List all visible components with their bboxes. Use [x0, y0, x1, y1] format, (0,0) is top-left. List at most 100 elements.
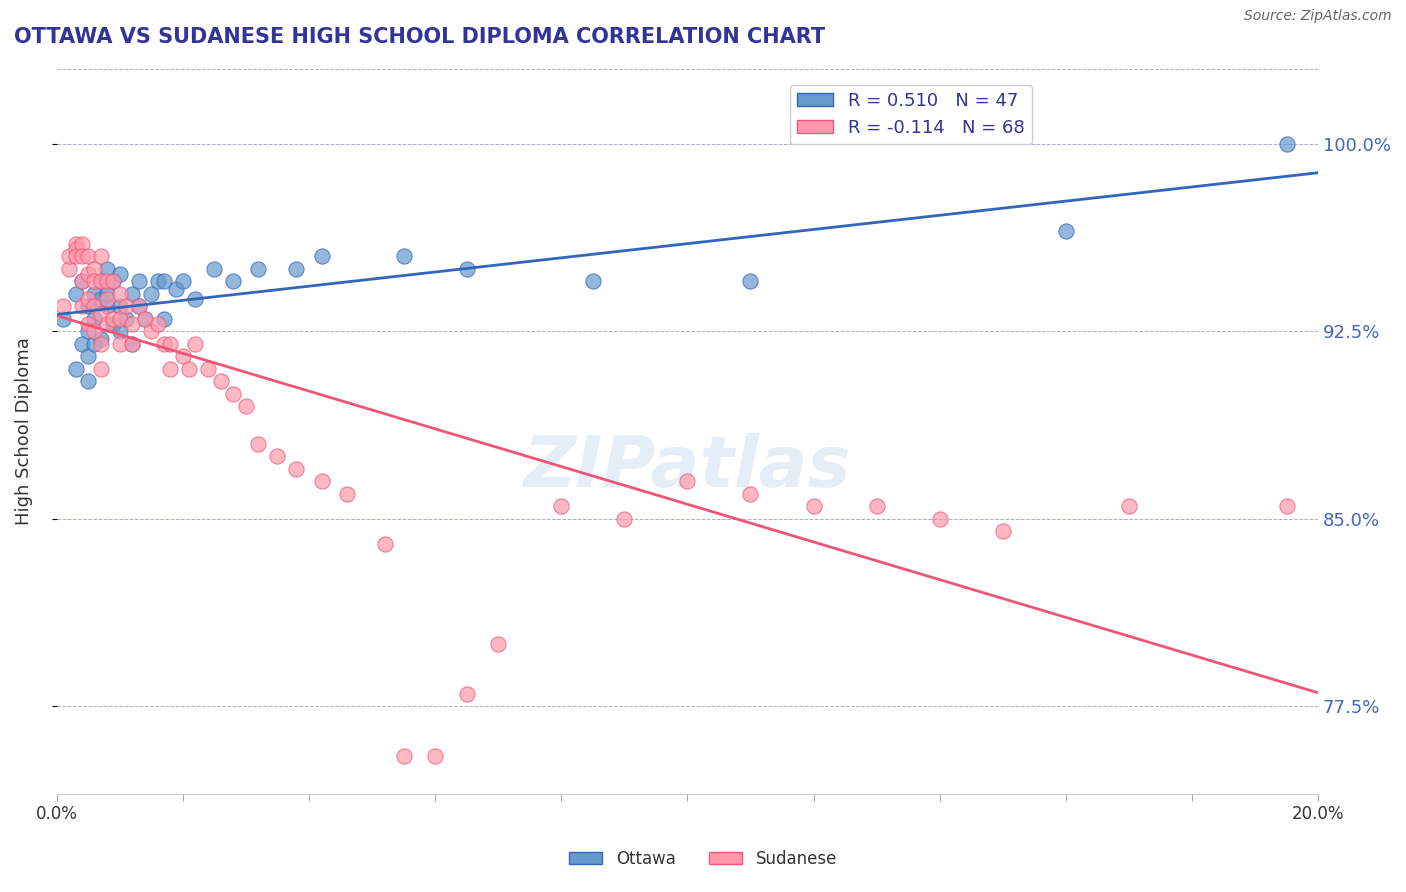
Point [582, 274, 605, 288]
Point [83, 324, 105, 338]
Point [96, 292, 118, 306]
Point [803, 499, 825, 513]
Point [676, 474, 699, 488]
Point [52, 311, 75, 326]
Point [740, 274, 762, 288]
Point [103, 317, 125, 331]
Point [77, 349, 100, 363]
Point [247, 261, 270, 276]
Point [202, 261, 225, 276]
Point [159, 361, 181, 376]
Point [108, 324, 131, 338]
Point [134, 311, 156, 326]
Point [121, 336, 143, 351]
Point [90, 307, 112, 321]
Point [77, 292, 100, 306]
Point [1275, 499, 1298, 513]
Point [65, 286, 87, 301]
Point [83, 261, 105, 276]
Point [77, 299, 100, 313]
Point [266, 449, 288, 463]
Point [65, 361, 87, 376]
Text: ZIPatlas: ZIPatlas [523, 433, 851, 502]
Point [222, 274, 245, 288]
Point [991, 524, 1014, 538]
Point [65, 249, 87, 263]
Point [108, 267, 131, 281]
Point [153, 336, 176, 351]
Point [166, 282, 188, 296]
Point [311, 249, 333, 263]
Point [103, 311, 125, 326]
Text: OTTAWA VS SUDANESE HIGH SCHOOL DIPLOMA CORRELATION CHART: OTTAWA VS SUDANESE HIGH SCHOOL DIPLOMA C… [14, 27, 825, 46]
Point [90, 332, 112, 346]
Point [83, 274, 105, 288]
Point [146, 274, 169, 288]
Point [115, 299, 138, 313]
Point [486, 637, 509, 651]
Point [70, 236, 93, 251]
Point [209, 374, 232, 388]
Point [108, 336, 131, 351]
Point [141, 286, 163, 301]
Point [172, 349, 194, 363]
Point [456, 261, 478, 276]
Point [128, 274, 150, 288]
Text: Source: ZipAtlas.com: Source: ZipAtlas.com [1244, 9, 1392, 23]
Point [121, 336, 143, 351]
Point [613, 511, 636, 525]
Point [90, 361, 112, 376]
Point [70, 274, 93, 288]
Point [90, 249, 112, 263]
Point [235, 399, 257, 413]
Point [90, 336, 112, 351]
Point [550, 499, 572, 513]
Point [96, 317, 118, 331]
Point [146, 317, 169, 331]
Point [423, 749, 446, 764]
Point [58, 249, 80, 263]
Point [90, 274, 112, 288]
Point [1118, 499, 1140, 513]
Point [134, 311, 156, 326]
Point [70, 274, 93, 288]
Point [96, 261, 118, 276]
Point [285, 261, 308, 276]
Point [108, 311, 131, 326]
Point [374, 536, 396, 550]
Point [121, 286, 143, 301]
Point [928, 511, 950, 525]
Point [159, 336, 181, 351]
Point [128, 299, 150, 313]
Point [311, 474, 333, 488]
Point [222, 386, 245, 401]
Point [77, 317, 100, 331]
Legend: R = 0.510   N = 47, R = -0.114   N = 68: R = 0.510 N = 47, R = -0.114 N = 68 [790, 85, 1032, 145]
Point [83, 311, 105, 326]
Point [83, 299, 105, 313]
Point [184, 292, 207, 306]
Point [103, 274, 125, 288]
Point [83, 336, 105, 351]
Point [184, 336, 207, 351]
Point [65, 242, 87, 256]
Point [456, 687, 478, 701]
Point [77, 267, 100, 281]
Point [83, 286, 105, 301]
Point [392, 249, 415, 263]
Point [77, 374, 100, 388]
Point [52, 299, 75, 313]
Point [121, 317, 143, 331]
Point [153, 274, 176, 288]
Point [740, 486, 762, 500]
Point [865, 499, 887, 513]
Point [177, 361, 200, 376]
Point [90, 274, 112, 288]
Point [128, 299, 150, 313]
Point [247, 436, 270, 450]
Legend: Ottawa, Sudanese: Ottawa, Sudanese [562, 844, 844, 875]
Point [90, 292, 112, 306]
Point [77, 324, 100, 338]
Point [108, 299, 131, 313]
Point [65, 236, 87, 251]
